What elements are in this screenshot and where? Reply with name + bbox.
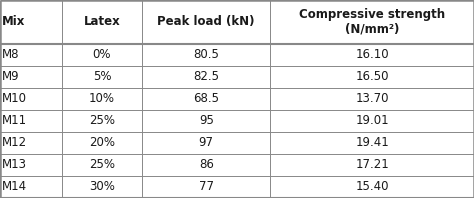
Text: M14: M14 — [2, 180, 27, 193]
Text: Mix: Mix — [2, 15, 26, 28]
Text: 16.50: 16.50 — [356, 70, 389, 83]
Text: 86: 86 — [199, 158, 214, 171]
Text: 80.5: 80.5 — [193, 48, 219, 61]
Text: 19.01: 19.01 — [356, 114, 389, 127]
Text: 68.5: 68.5 — [193, 92, 219, 105]
Text: 25%: 25% — [89, 114, 115, 127]
Text: M10: M10 — [2, 92, 27, 105]
Text: 97: 97 — [199, 136, 214, 149]
Text: 20%: 20% — [89, 136, 115, 149]
Text: 82.5: 82.5 — [193, 70, 219, 83]
Text: 30%: 30% — [89, 180, 115, 193]
Text: M9: M9 — [2, 70, 20, 83]
Text: Peak load (kN): Peak load (kN) — [157, 15, 255, 28]
Text: 17.21: 17.21 — [355, 158, 389, 171]
Text: 25%: 25% — [89, 158, 115, 171]
Text: M11: M11 — [2, 114, 27, 127]
Text: 16.10: 16.10 — [356, 48, 389, 61]
Text: M13: M13 — [2, 158, 27, 171]
Text: 13.70: 13.70 — [356, 92, 389, 105]
Text: 77: 77 — [199, 180, 214, 193]
Text: 0%: 0% — [92, 48, 111, 61]
Text: 15.40: 15.40 — [356, 180, 389, 193]
Text: 95: 95 — [199, 114, 214, 127]
Text: 19.41: 19.41 — [355, 136, 389, 149]
Text: M8: M8 — [2, 48, 20, 61]
Text: 10%: 10% — [89, 92, 115, 105]
Text: Latex: Latex — [83, 15, 120, 28]
Text: M12: M12 — [2, 136, 27, 149]
Text: Compressive strength
(N/mm²): Compressive strength (N/mm²) — [299, 8, 445, 36]
Text: 5%: 5% — [92, 70, 111, 83]
